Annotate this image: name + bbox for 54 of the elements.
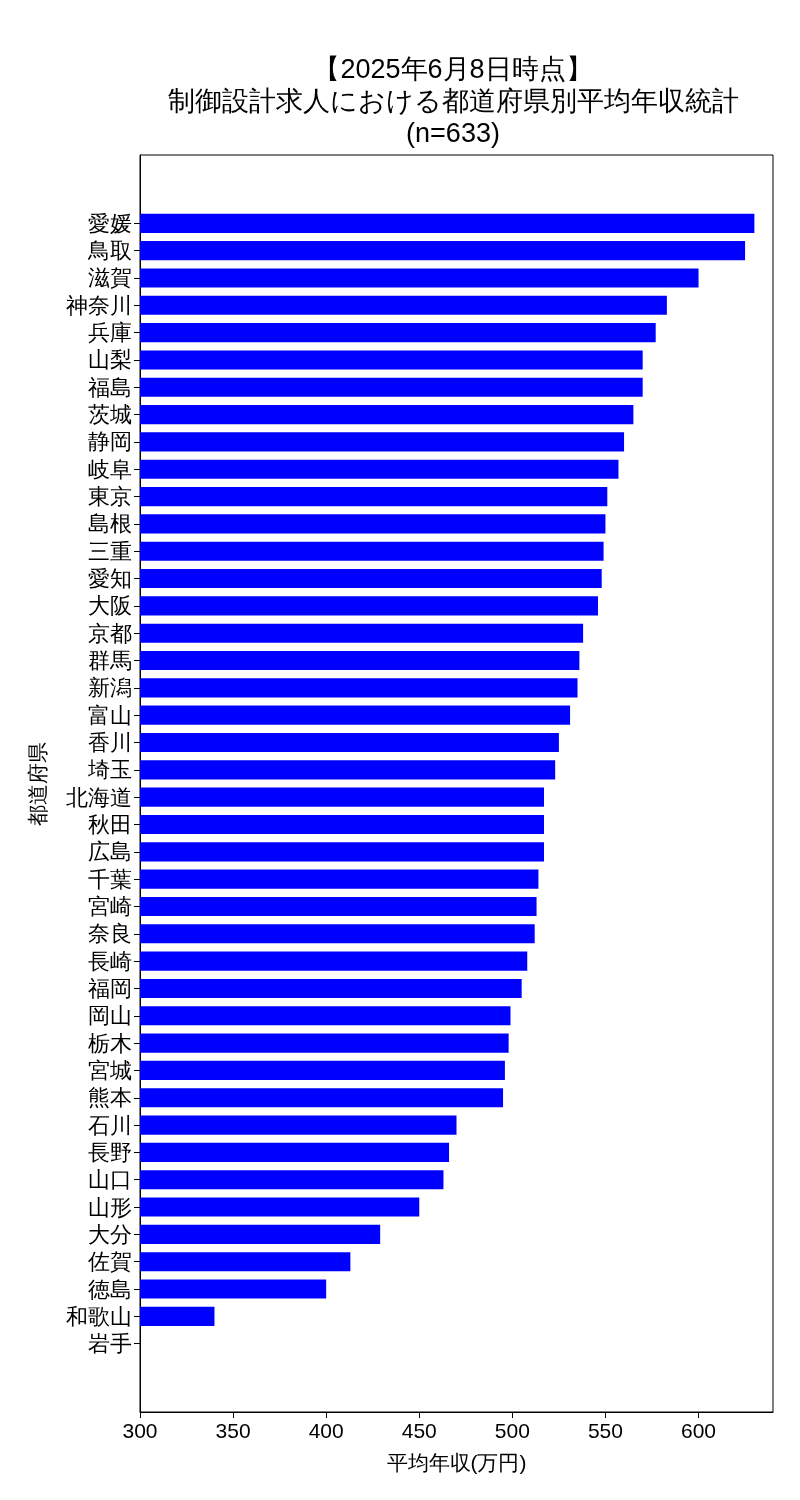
y-tick-label: 山口 bbox=[88, 1167, 132, 1193]
x-tick-label: 500 bbox=[494, 1419, 530, 1442]
y-tick-label: 兵庫 bbox=[88, 320, 132, 346]
y-tick-label: 秋田 bbox=[88, 811, 132, 837]
text: (n=633) bbox=[406, 117, 500, 148]
y-tick-label: 愛知 bbox=[88, 566, 132, 592]
y-axis-title: 都道府県 bbox=[26, 741, 49, 826]
y-tick-label: 埼玉 bbox=[87, 757, 132, 783]
y-tick-label: 広島 bbox=[88, 839, 132, 865]
y-tick-label: 石川 bbox=[88, 1112, 132, 1138]
y-tick-label: 山形 bbox=[88, 1194, 132, 1220]
y-tick-label: 山梨 bbox=[88, 347, 132, 373]
y-tick-label: 群馬 bbox=[88, 648, 132, 674]
x-tick-label: 400 bbox=[308, 1419, 344, 1442]
y-tick-label: 長崎 bbox=[88, 948, 132, 974]
y-tick-label: 香川 bbox=[88, 730, 132, 756]
y-tick-label: 大阪 bbox=[88, 593, 132, 619]
y-tick-label: 北海道 bbox=[66, 784, 132, 810]
y-tick-label: 徳島 bbox=[88, 1276, 132, 1302]
y-tick-label: 宮城 bbox=[88, 1057, 132, 1083]
y-tick-label: 佐賀 bbox=[88, 1249, 132, 1275]
y-tick-label: 栃木 bbox=[88, 1030, 132, 1056]
y-tick-label: 岡山 bbox=[88, 1003, 132, 1029]
y-tick-label: 京都 bbox=[88, 620, 132, 646]
y-tick-label: 熊本 bbox=[88, 1085, 132, 1111]
y-tick-label: 三重 bbox=[88, 538, 132, 564]
x-tick-label: 450 bbox=[401, 1419, 437, 1442]
chart-subtitle: 制御設計求人における都道府県別平均年収統計 bbox=[167, 85, 739, 116]
y-tick-label: 鳥取 bbox=[87, 238, 132, 264]
x-axis-title: 平均年収(万円) bbox=[386, 1451, 527, 1474]
y-tick-label: 岐阜 bbox=[88, 456, 132, 482]
y-tick-label: 滋賀 bbox=[88, 265, 132, 291]
chart-title: 【2025年6月8日時点】 bbox=[313, 53, 593, 84]
y-tick-label: 宮崎 bbox=[88, 893, 132, 919]
y-tick-label: 千葉 bbox=[88, 866, 132, 892]
y-tick-label: 富山 bbox=[88, 702, 132, 728]
y-tick-label: 福岡 bbox=[88, 975, 132, 1001]
y-tick-label: 島根 bbox=[88, 511, 132, 537]
y-tick-label: 長野 bbox=[88, 1139, 132, 1165]
y-tick-label: 奈良 bbox=[88, 921, 132, 947]
x-tick-label: 300 bbox=[122, 1419, 158, 1442]
y-tick-label: 福島 bbox=[88, 374, 132, 400]
y-tick-label: 東京 bbox=[88, 484, 132, 510]
y-tick-label: 茨城 bbox=[88, 402, 132, 428]
y-tick-label: 神奈川 bbox=[66, 292, 132, 318]
x-tick-label: 600 bbox=[681, 1419, 717, 1442]
y-tick-label: 岩手 bbox=[88, 1331, 132, 1357]
y-tick-label: 愛媛 bbox=[88, 210, 132, 236]
y-tick-label: 静岡 bbox=[88, 429, 132, 455]
y-tick-label: 大分 bbox=[88, 1221, 132, 1247]
y-tick-label: 和歌山 bbox=[66, 1303, 132, 1329]
x-tick-label: 350 bbox=[215, 1419, 251, 1442]
y-tick-label: 新潟 bbox=[88, 675, 132, 701]
x-tick-label: 550 bbox=[587, 1419, 623, 1442]
